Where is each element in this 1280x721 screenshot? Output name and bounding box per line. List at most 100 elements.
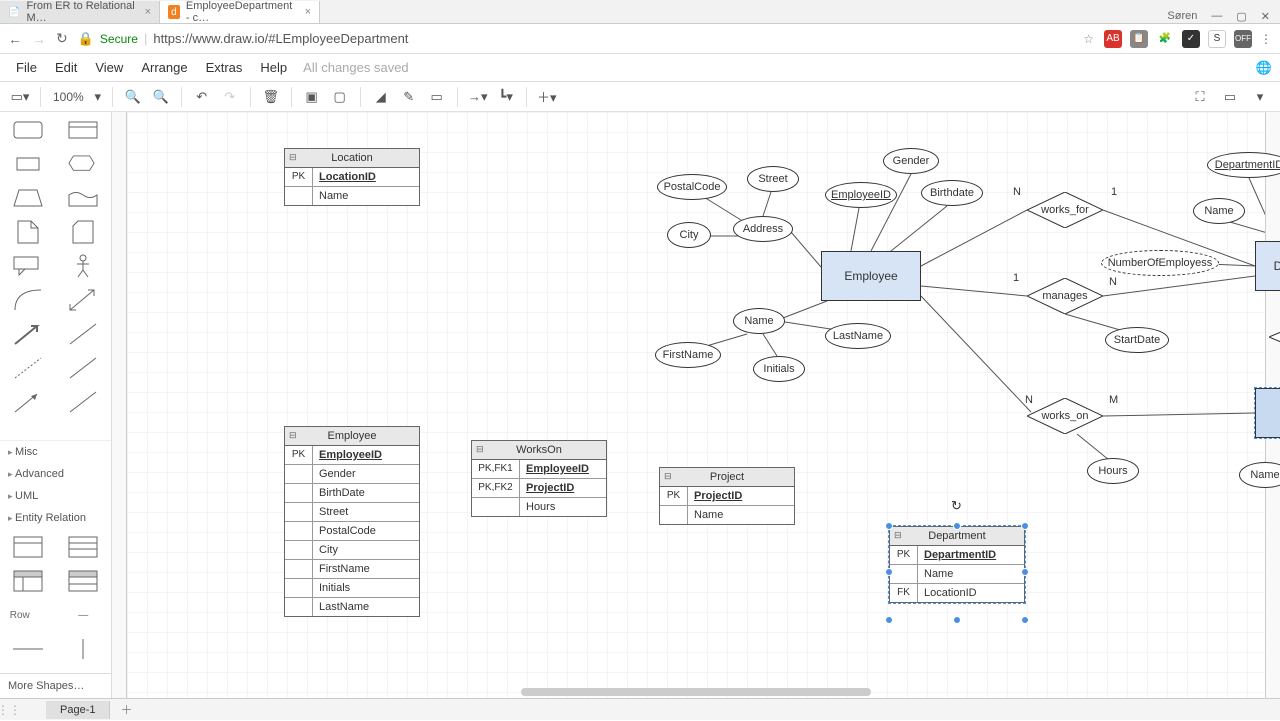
menu-arrange[interactable]: Arrange	[133, 56, 195, 79]
reload-icon[interactable]: ↻	[56, 30, 68, 47]
er-table-row[interactable]: Street	[285, 503, 419, 522]
menu-help[interactable]: Help	[252, 56, 295, 79]
minimize-icon[interactable]: —	[1211, 10, 1222, 23]
attribute-postalcode[interactable]: PostalCode	[657, 174, 727, 200]
attribute-name_proj[interactable]: Name	[1239, 462, 1280, 488]
canvas[interactable]: ⊟LocationPKLocationIDName⊟EmployeePKEmpl…	[126, 112, 1266, 698]
er-table-header[interactable]: ⊟Employee	[285, 427, 419, 446]
attribute-deptid[interactable]: DepartmentID	[1207, 152, 1280, 178]
shape-trapezoid[interactable]	[10, 184, 46, 212]
format-panel-icon[interactable]: ▭	[1218, 85, 1242, 109]
er-table-row[interactable]: Hours	[472, 498, 606, 516]
er-table-row[interactable]: BirthDate	[285, 484, 419, 503]
browser-tab-1[interactable]: d EmployeeDepartment - c… ×	[160, 1, 320, 23]
shape-actor[interactable]	[65, 252, 101, 280]
entity-employee[interactable]: Employee	[821, 251, 921, 301]
er-table-shape-3[interactable]	[10, 567, 46, 595]
shape-callout[interactable]	[10, 252, 46, 280]
collapse-icon[interactable]: ⊟	[289, 152, 297, 163]
shape-line-thin[interactable]	[65, 320, 101, 348]
collapse-icon[interactable]: ⊟	[289, 430, 297, 441]
shape-card[interactable]	[65, 218, 101, 246]
er-table-row[interactable]: PKEmployeeID	[285, 446, 419, 465]
star-icon[interactable]: ☆	[1083, 32, 1094, 46]
shape-arrow-thick[interactable]	[10, 320, 46, 348]
er-table-row[interactable]: Name	[890, 565, 1024, 584]
more-shapes-button[interactable]: More Shapes…	[0, 673, 111, 698]
er-table-header[interactable]: ⊟Project	[660, 468, 794, 487]
zoom-in-icon[interactable]: 🔍	[121, 85, 145, 109]
sel-handle-s[interactable]	[953, 616, 961, 624]
shadow-icon[interactable]: ▭	[425, 85, 449, 109]
er-hline[interactable]	[10, 635, 46, 663]
attribute-name_dept[interactable]: Name	[1193, 198, 1245, 224]
er-divider[interactable]: —	[65, 601, 101, 629]
close-icon[interactable]: ×	[145, 6, 151, 18]
er-table-header[interactable]: ⊟WorksOn	[472, 441, 606, 460]
connection-icon[interactable]: →▾	[466, 85, 490, 109]
page-grip-icon[interactable]: ⋮⋮	[0, 703, 18, 717]
er-table-shape-2[interactable]	[65, 533, 101, 561]
line-icon[interactable]: ✎	[397, 85, 421, 109]
er-vline[interactable]	[65, 635, 101, 663]
relationship-controls[interactable]: controls	[1269, 322, 1280, 352]
ext-icon-5[interactable]: OFF	[1234, 30, 1252, 48]
attribute-gender[interactable]: Gender	[883, 148, 939, 174]
er-row-label[interactable]: Row	[10, 601, 46, 629]
er-table-row[interactable]: FKLocationID	[890, 584, 1024, 602]
er-table-row[interactable]: PKLocationID	[285, 168, 419, 187]
er-table-shape-4[interactable]	[65, 567, 101, 595]
close-window-icon[interactable]: ✕	[1261, 10, 1270, 23]
collapse-icon[interactable]: ⊟	[664, 471, 672, 482]
sel-handle-n[interactable]	[953, 522, 961, 530]
shape-line2[interactable]	[65, 354, 101, 382]
menu-view[interactable]: View	[87, 56, 131, 79]
er-table-row[interactable]: FirstName	[285, 560, 419, 579]
relationship-manages[interactable]: manages	[1027, 278, 1103, 314]
relationship-works_for[interactable]: works_for	[1027, 192, 1103, 228]
sel-handle-sw[interactable]	[885, 616, 893, 624]
er-table-location[interactable]: ⊟LocationPKLocationIDName	[284, 148, 420, 206]
attribute-lastname[interactable]: LastName	[825, 323, 891, 349]
sel-handle-e[interactable]	[1021, 568, 1029, 576]
attribute-address[interactable]: Address	[733, 216, 793, 242]
attribute-firstname[interactable]: FirstName	[655, 342, 721, 368]
shape-hexagon[interactable]	[65, 150, 101, 178]
rotate-handle[interactable]: ↻	[951, 498, 962, 514]
menu-icon[interactable]: ⋮	[1260, 32, 1272, 46]
er-table-workson[interactable]: ⊟WorksOnPK,FK1EmployeeIDPK,FK2ProjectIDH…	[471, 440, 607, 517]
collapse-icon[interactable]: ▾	[1248, 85, 1272, 109]
attribute-initials[interactable]: Initials	[753, 356, 805, 382]
shape-container[interactable]	[65, 116, 101, 144]
back-icon[interactable]: ←	[8, 31, 22, 47]
chevron-down-icon[interactable]: ▾	[92, 85, 104, 109]
attribute-employeeid[interactable]: EmployeeID	[825, 182, 897, 208]
fill-icon[interactable]: ◢	[369, 85, 393, 109]
sidebar-section-uml[interactable]: UML	[0, 485, 111, 507]
er-table-row[interactable]: PKDepartmentID	[890, 546, 1024, 565]
ext-icon-3[interactable]: ✓	[1182, 30, 1200, 48]
er-table-row[interactable]: PK,FK2ProjectID	[472, 479, 606, 498]
menu-extras[interactable]: Extras	[198, 56, 251, 79]
shape-curve[interactable]	[10, 286, 46, 314]
er-table-row[interactable]: PostalCode	[285, 522, 419, 541]
er-table-row[interactable]: City	[285, 541, 419, 560]
maximize-icon[interactable]: ▢	[1236, 10, 1246, 23]
zoom-level[interactable]: 100%	[49, 90, 88, 104]
sidebar-section-er[interactable]: Entity Relation	[0, 507, 111, 529]
zoom-out-icon[interactable]: 🔍	[149, 85, 173, 109]
add-icon[interactable]: ＋▾	[535, 85, 559, 109]
er-table-row[interactable]: Name	[285, 187, 419, 205]
attribute-numemp[interactable]: NumberOfEmployess	[1101, 250, 1219, 276]
forward-icon[interactable]: →	[32, 31, 46, 47]
shape-bidir-arrow[interactable]	[65, 286, 101, 314]
waypoint-icon[interactable]: ┗▾	[494, 85, 518, 109]
browser-tab-0[interactable]: 📄 From ER to Relational M… ×	[0, 1, 160, 23]
horizontal-scrollbar[interactable]	[521, 688, 871, 696]
menu-edit[interactable]: Edit	[47, 56, 85, 79]
menu-file[interactable]: File	[8, 56, 45, 79]
page-tab[interactable]: Page-1	[46, 701, 110, 719]
er-table-employee[interactable]: ⊟EmployeePKEmployeeIDGenderBirthDateStre…	[284, 426, 420, 617]
er-table-department[interactable]: ⊟DepartmentPKDepartmentIDNameFKLocationI…	[889, 526, 1025, 603]
abp-icon[interactable]: AB	[1104, 30, 1122, 48]
